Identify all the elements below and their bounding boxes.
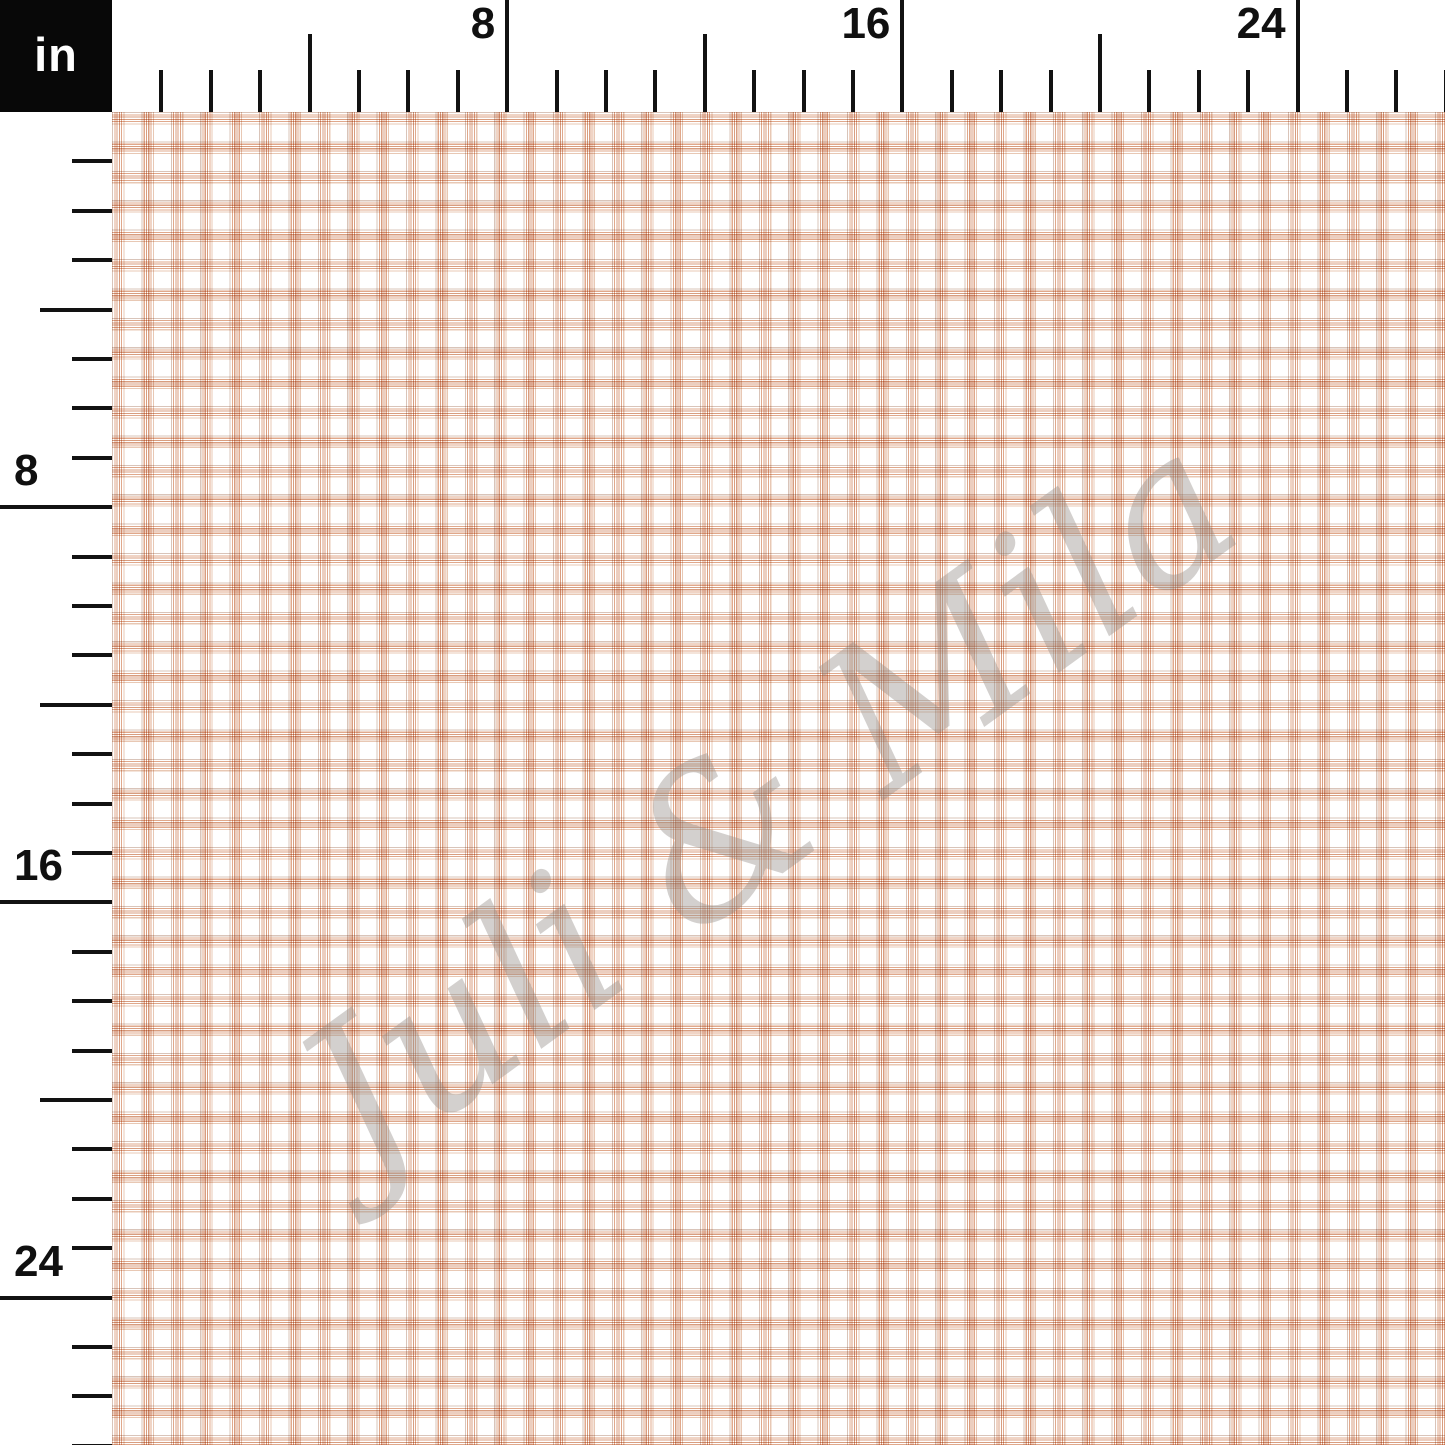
unit-badge: in: [0, 0, 112, 112]
top-ruler-tick-major: [505, 0, 510, 112]
left-ruler-tick-minor: [72, 949, 112, 954]
top-ruler-tick-minor: [801, 70, 806, 112]
top-ruler-tick-minor: [999, 70, 1004, 112]
top-ruler-tick-minor: [1443, 70, 1445, 112]
top-ruler-tick-medium: [307, 34, 312, 112]
unit-label: in: [34, 27, 78, 81]
left-ruler-tick-minor: [72, 159, 112, 164]
top-ruler-tick-medium: [702, 34, 707, 112]
top-ruler-tick-major: [900, 0, 905, 112]
watermark-text: Juli & Mila: [256, 383, 1279, 1216]
left-ruler-tick-minor: [72, 1394, 112, 1399]
left-ruler-tick-major: [0, 505, 112, 510]
left-ruler-number: 8: [14, 446, 39, 496]
left-ruler-tick-minor: [72, 554, 112, 559]
top-ruler-tick-minor: [1246, 70, 1251, 112]
left-ruler-tick-minor: [72, 1345, 112, 1349]
left-ruler-tick-major: [0, 900, 112, 905]
top-ruler-number: 8: [470, 0, 496, 48]
left-ruler-tick-medium: [40, 307, 112, 312]
left-ruler-number: 24: [14, 1236, 63, 1286]
left-ruler-tick-minor: [72, 653, 112, 658]
top-ruler-tick-minor: [455, 70, 460, 112]
top-ruler-number: 24: [1236, 0, 1286, 48]
left-ruler-tick-minor: [72, 1246, 112, 1251]
left-ruler-tick-minor: [72, 357, 112, 361]
top-ruler-tick-minor: [554, 70, 559, 112]
left-ruler-tick-medium: [40, 1098, 112, 1102]
top-ruler-tick-minor: [1196, 70, 1201, 112]
left-ruler-tick-minor: [72, 752, 112, 757]
left-ruler-tick-minor: [72, 1048, 112, 1053]
left-ruler-tick-minor: [72, 851, 112, 855]
top-ruler-tick-minor: [653, 70, 658, 112]
left-ruler-tick-minor: [72, 604, 112, 608]
left-ruler-tick-minor: [72, 406, 112, 411]
top-ruler-tick-minor: [208, 70, 213, 112]
top-ruler-number: 16: [841, 0, 891, 48]
left-ruler-tick-minor: [72, 1147, 112, 1152]
left-ruler-tick-minor: [72, 801, 112, 806]
top-ruler-tick-minor: [1394, 70, 1399, 112]
top-ruler-tick-minor: [851, 70, 855, 112]
left-ruler-number: 16: [14, 841, 63, 891]
top-ruler-tick-minor: [949, 70, 954, 112]
top-ruler-tick-medium: [1098, 34, 1102, 112]
left-ruler-tick-minor: [72, 455, 112, 460]
left-ruler-tick-minor: [72, 208, 112, 213]
fabric-swatch: Juli & Mila: [112, 112, 1445, 1445]
top-ruler-tick-major: [1295, 0, 1300, 112]
top-ruler-tick-minor: [258, 70, 263, 112]
top-ruler-tick-minor: [406, 70, 411, 112]
top-ruler-tick-minor: [1147, 70, 1152, 112]
left-ruler-tick-major: [0, 1295, 112, 1300]
top-ruler-tick-minor: [604, 70, 608, 112]
top-ruler-tick-minor: [357, 70, 361, 112]
left-ruler-tick-minor: [72, 1196, 112, 1201]
top-ruler-tick-minor: [1048, 70, 1053, 112]
top-ruler-tick-minor: [752, 70, 757, 112]
top-ruler-tick-minor: [1345, 70, 1349, 112]
left-ruler-tick-minor: [72, 258, 112, 263]
left-ruler-tick-medium: [40, 702, 112, 707]
top-ruler-tick-minor: [159, 70, 164, 112]
left-ruler-tick-minor: [72, 1443, 112, 1445]
left-ruler-tick-minor: [72, 999, 112, 1004]
